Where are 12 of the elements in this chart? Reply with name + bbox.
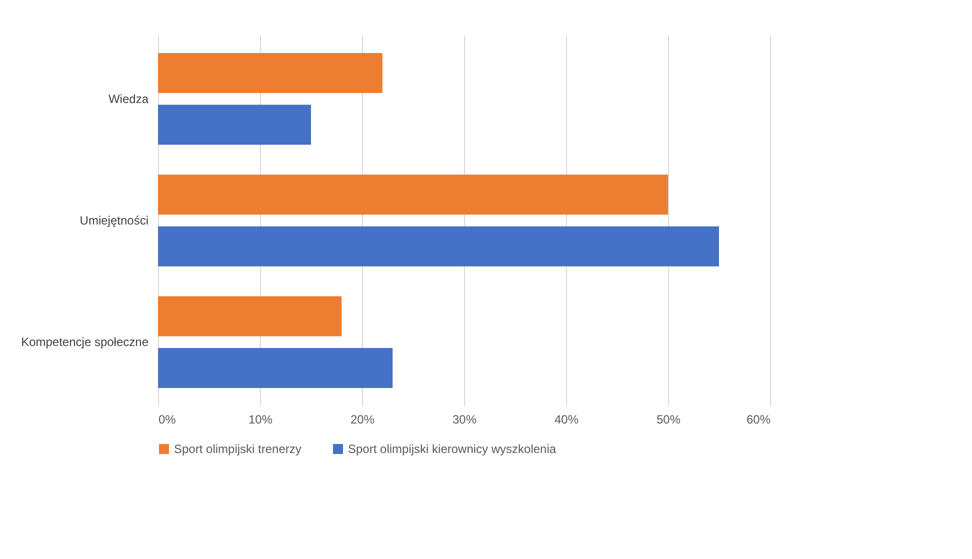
x-tick-label: 50% (656, 412, 681, 426)
x-tick-label: 40% (554, 412, 579, 426)
y-tick-label: Umiejętności (80, 214, 148, 228)
x-tick-label: 20% (350, 412, 375, 426)
legend-label: Sport olimpijski kierownicy wyszkolenia (348, 442, 556, 456)
x-tick-label: 10% (248, 412, 273, 426)
legend-label: Sport olimpijski trenerzy (174, 442, 302, 456)
y-tick-label: Wiedza (108, 92, 149, 106)
y-tick-label: Kompetencje społeczne (21, 335, 149, 350)
x-tick-label: 30% (452, 412, 477, 426)
x-tick-label: 60% (746, 412, 771, 426)
x-tick-label: 0% (158, 412, 176, 426)
